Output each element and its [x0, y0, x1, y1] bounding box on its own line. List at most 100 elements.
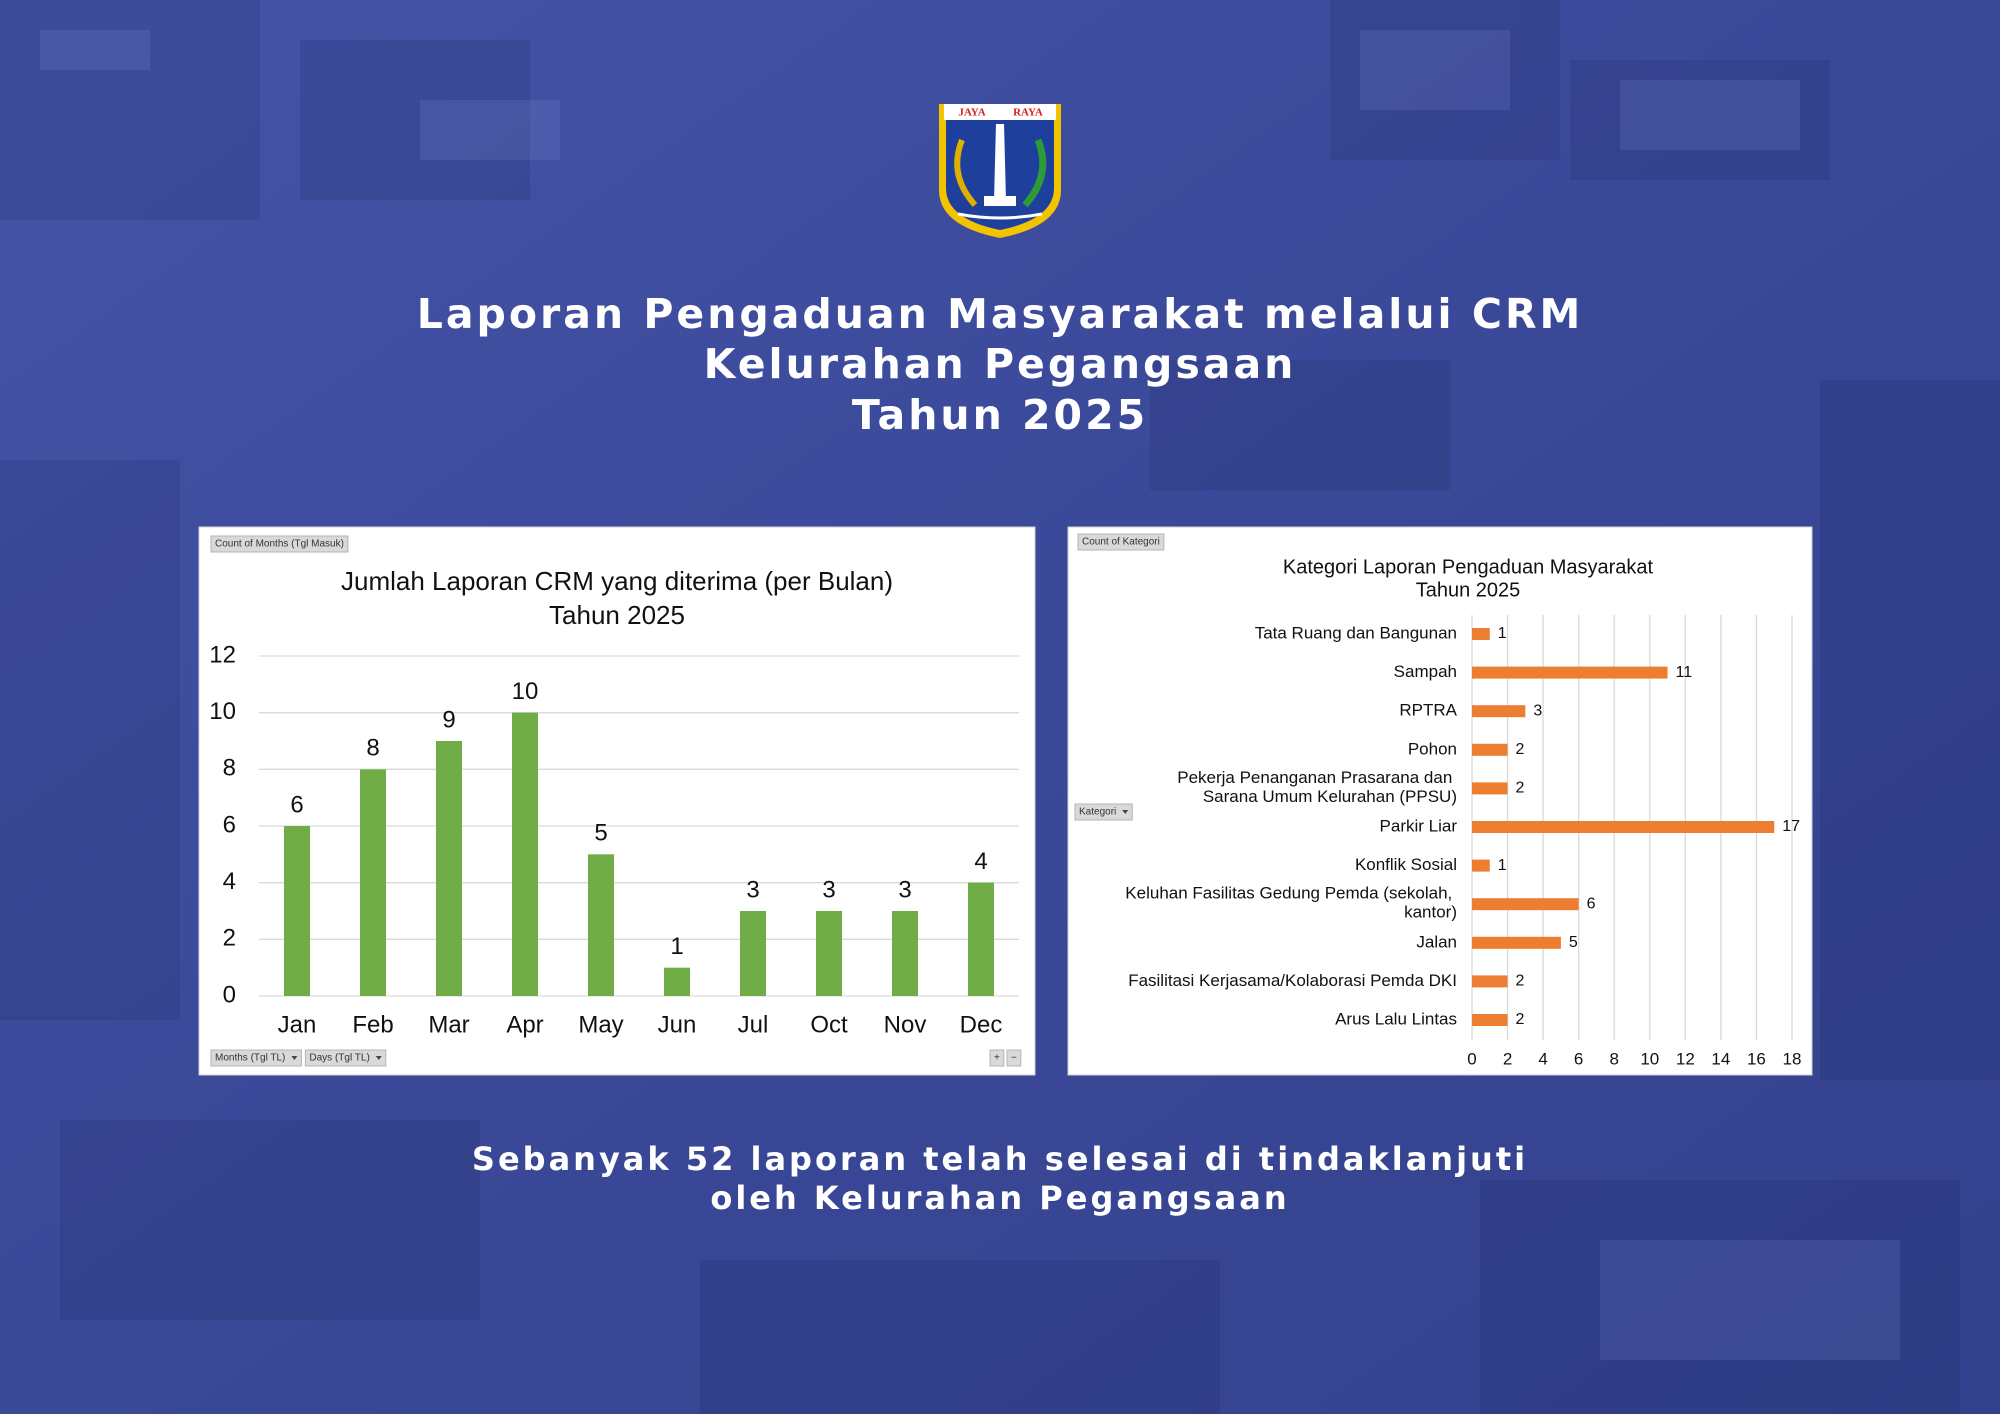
- data-label: 17: [1782, 818, 1800, 835]
- data-label: 8: [366, 735, 379, 762]
- y-tick-label: Sampah: [1394, 662, 1457, 681]
- field-button[interactable]: [210, 1049, 302, 1067]
- x-tick-label: 10: [1640, 1049, 1659, 1068]
- y-tick-label: Fasilitasi Kerjasama/Kolaborasi Pemda DK…: [1128, 971, 1457, 990]
- field-button[interactable]: [1077, 533, 1165, 551]
- bar: [1472, 782, 1508, 795]
- data-label: 2: [1516, 973, 1525, 990]
- data-label: 2: [1516, 1011, 1525, 1028]
- page-title: Kelurahan Pegangsaan: [704, 340, 1297, 388]
- y-tick-label: Jalan: [1416, 932, 1457, 951]
- data-label: 3: [822, 876, 835, 903]
- x-tick-label: Jul: [738, 1011, 769, 1038]
- logo-text: JAYA: [958, 107, 985, 119]
- data-label: 6: [1587, 895, 1596, 912]
- data-label: 9: [442, 706, 455, 733]
- page-title: Tahun 2025: [852, 391, 1148, 439]
- bar: [588, 854, 614, 996]
- field-button[interactable]: Months (Tgl TL): [215, 1053, 285, 1064]
- x-tick-label: Jan: [278, 1011, 317, 1038]
- x-tick-label: 4: [1538, 1049, 1547, 1068]
- y-tick-label: 8: [223, 755, 236, 782]
- chart-subtitle: Tahun 2025: [549, 600, 685, 630]
- bar: [1472, 859, 1490, 872]
- bar: [1472, 1014, 1508, 1026]
- x-tick-label: 18: [1783, 1049, 1802, 1068]
- data-label: 5: [1569, 934, 1578, 951]
- y-tick-label: Keluhan Fasilitas Gedung Pemda (sekolah,…: [1125, 884, 1457, 922]
- field-button[interactable]: [210, 535, 349, 553]
- zoom-button[interactable]: +: [994, 1053, 1000, 1064]
- bar: [1472, 975, 1508, 988]
- data-label: 5: [594, 820, 607, 847]
- field-button[interactable]: Kategori: [1079, 807, 1116, 818]
- bar: [1472, 666, 1668, 679]
- data-label: 1: [1498, 857, 1507, 874]
- x-tick-label: 2: [1503, 1049, 1512, 1068]
- dropdown-arrow: [291, 1056, 298, 1060]
- bar: [284, 826, 310, 996]
- x-tick-label: Dec: [960, 1011, 1003, 1038]
- data-label: 2: [1516, 741, 1525, 758]
- chart-subtitle: Tahun 2025: [1416, 579, 1521, 601]
- data-label: 2: [1516, 780, 1525, 797]
- x-tick-label: Mar: [428, 1011, 469, 1038]
- x-tick-label: Jun: [658, 1011, 697, 1038]
- zoom-button[interactable]: [989, 1049, 1005, 1067]
- field-button[interactable]: Count of Kategori: [1082, 537, 1160, 548]
- bar: [1472, 898, 1579, 911]
- chart-title: Kategori Laporan Pengaduan Masyarakat: [1283, 556, 1654, 578]
- bar: [436, 741, 462, 996]
- bar: [968, 882, 994, 996]
- data-label: 3: [898, 876, 911, 903]
- y-tick-label: Arus Lalu Lintas: [1335, 1009, 1457, 1028]
- x-tick-label: Apr: [506, 1011, 543, 1038]
- logo-text: RAYA: [1013, 107, 1043, 119]
- bar: [816, 911, 842, 996]
- y-tick-label: Parkir Liar: [1380, 816, 1458, 835]
- bar: [360, 769, 386, 996]
- chart-title: Jumlah Laporan CRM yang diterima (per Bu…: [341, 566, 893, 596]
- chart-panel: [1067, 526, 1813, 1076]
- bar: [1472, 628, 1490, 640]
- y-tick-label: Pekerja Penanganan Prasarana dan Sarana …: [1177, 768, 1457, 806]
- field-button[interactable]: [304, 1049, 387, 1067]
- bar: [1472, 705, 1526, 718]
- page-title: Laporan Pengaduan Masyarakat melalui CRM: [417, 290, 1584, 338]
- logo: JAYA RAYA: [939, 104, 1061, 238]
- data-label: 1: [1498, 625, 1507, 642]
- y-tick-label: 12: [209, 641, 236, 668]
- field-button[interactable]: [1074, 803, 1133, 821]
- dropdown-arrow: [1122, 810, 1129, 814]
- x-tick-label: Oct: [810, 1011, 848, 1038]
- x-tick-label: 0: [1467, 1049, 1476, 1068]
- x-tick-label: 8: [1609, 1049, 1618, 1068]
- y-tick-label: 10: [209, 698, 236, 725]
- dropdown-arrow: [375, 1056, 382, 1060]
- x-tick-label: 16: [1747, 1049, 1766, 1068]
- data-label: 1: [670, 933, 683, 960]
- zoom-button[interactable]: [1006, 1049, 1022, 1067]
- y-tick-label: 6: [223, 811, 236, 838]
- bar: [892, 911, 918, 996]
- footer-text: Sebanyak 52 laporan telah selesai di tin…: [472, 1140, 1528, 1178]
- y-tick-label: RPTRA: [1399, 701, 1457, 720]
- x-tick-label: 14: [1711, 1049, 1730, 1068]
- y-tick-label: 4: [223, 868, 236, 895]
- bar: [740, 911, 766, 996]
- y-tick-label: 2: [223, 925, 236, 952]
- field-button[interactable]: Days (Tgl TL): [309, 1053, 369, 1064]
- data-label: 6: [290, 791, 303, 818]
- bar: [512, 712, 538, 996]
- y-tick-label: Tata Ruang dan Bangunan: [1255, 623, 1457, 642]
- field-button[interactable]: Count of Months (Tgl Masuk): [215, 539, 344, 550]
- y-tick-label: 0: [223, 981, 236, 1008]
- bar: [1472, 743, 1508, 756]
- zoom-button[interactable]: −: [1011, 1053, 1017, 1064]
- x-tick-label: Feb: [352, 1011, 393, 1038]
- bar: [1472, 936, 1561, 949]
- bar: [664, 967, 690, 996]
- background-texture: [40, 30, 1900, 1360]
